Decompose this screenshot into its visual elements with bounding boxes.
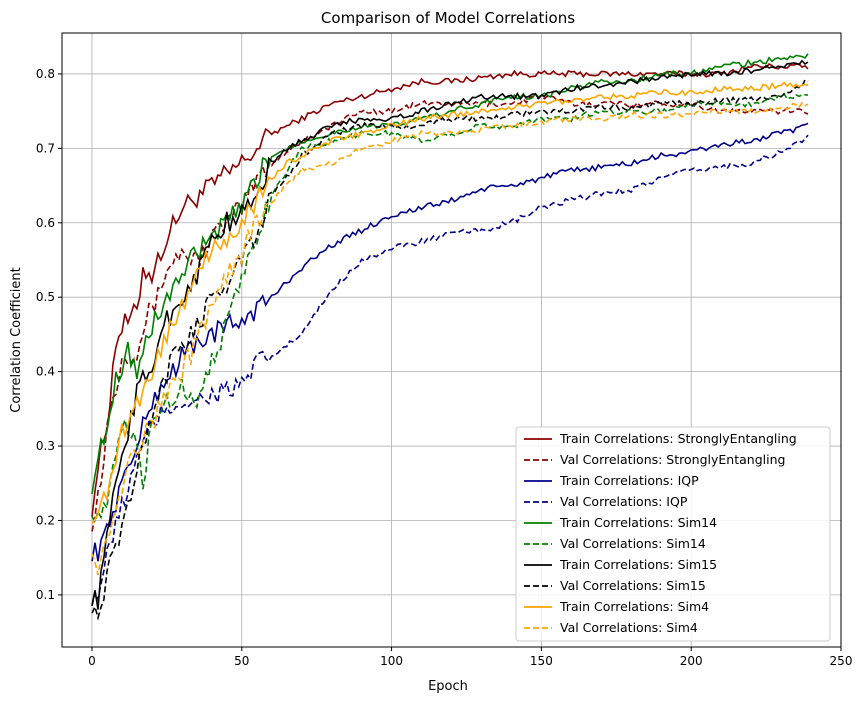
series-lines (91, 53, 809, 621)
plot-frame (61, 32, 842, 648)
legend-label: Train Correlations: Sim14 (559, 515, 717, 530)
legend-label: Val Correlations: Sim4 (560, 620, 698, 635)
x-tick-label: 150 (530, 654, 553, 668)
x-tick-label: 250 (830, 654, 853, 668)
series-line (91, 101, 809, 576)
axis-ticks: 0 50 100 150 200 250 0.1 0.2 0.3 0.4 0.5 0.6 0.7 0.8 (36, 67, 853, 668)
legend-label: Val Correlations: IQP (560, 494, 688, 509)
series-line (91, 59, 809, 610)
x-tick-label: 200 (680, 654, 703, 668)
legend-label: Train Correlations: Sim15 (559, 557, 717, 572)
legend: Train Correlations: StronglyEntangling Va… (515, 426, 831, 642)
y-tick-label: 0.5 (36, 290, 55, 304)
legend-label: Val Correlations: StronglyEntangling (560, 452, 785, 467)
series-line (91, 92, 809, 524)
y-tick-label: 0.3 (36, 439, 55, 453)
y-tick-label: 0.4 (36, 365, 55, 379)
grid-lines (62, 33, 842, 647)
legend-box (515, 426, 831, 642)
legend-label: Val Correlations: Sim14 (560, 536, 706, 551)
legend-label: Train Correlations: Sim4 (559, 599, 709, 614)
legend-label: Train Correlations: IQP (559, 473, 699, 488)
y-axis-label: Correlation Coefficient (9, 267, 24, 413)
x-tick-label: 100 (380, 654, 403, 668)
series-line (91, 81, 809, 525)
legend-label: Val Correlations: Sim15 (560, 578, 706, 593)
y-tick-label: 0.6 (36, 216, 55, 230)
x-axis-label: Epoch (428, 679, 468, 694)
series-line (91, 134, 809, 606)
y-tick-label: 0.1 (36, 588, 55, 602)
y-tick-label: 0.8 (36, 67, 55, 81)
chart-title: Comparison of Model Correlations (321, 9, 575, 27)
y-tick-label: 0.2 (36, 513, 55, 527)
x-tick-label: 0 (88, 654, 96, 668)
legend-label: Train Correlations: StronglyEntangling (559, 431, 797, 446)
series-line (91, 122, 809, 562)
y-tick-label: 0.7 (36, 141, 55, 155)
x-tick-label: 50 (234, 654, 249, 668)
series-line (91, 79, 809, 621)
